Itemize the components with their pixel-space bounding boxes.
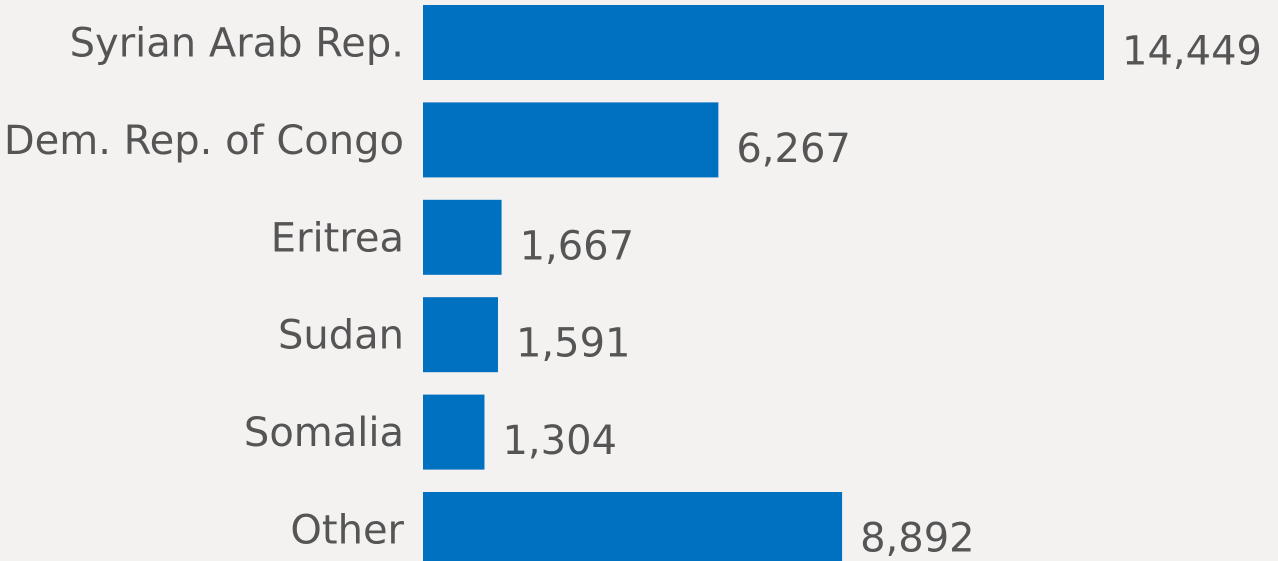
value-label-other: 8,892 bbox=[860, 516, 975, 561]
bar-sudan bbox=[423, 297, 498, 373]
value-label-eritrea: 1,667 bbox=[520, 223, 635, 269]
bar-eritrea bbox=[423, 199, 502, 275]
value-label-dem-rep-of-congo: 6,267 bbox=[736, 126, 851, 172]
category-label-dem-rep-of-congo: Dem. Rep. of Congo bbox=[4, 118, 404, 164]
value-label-somalia: 1,304 bbox=[502, 418, 617, 464]
value-label-sudan: 1,591 bbox=[516, 321, 631, 367]
bar-somalia bbox=[423, 394, 485, 470]
value-labels-group: 14,449 6,267 1,667 1,591 1,304 8,892 bbox=[502, 29, 1262, 561]
category-label-sudan: Sudan bbox=[278, 313, 404, 359]
bar-other bbox=[423, 492, 843, 561]
category-label-other: Other bbox=[290, 508, 404, 554]
category-label-eritrea: Eritrea bbox=[271, 215, 404, 261]
bar-dem-rep-of-congo bbox=[423, 102, 719, 178]
category-label-syrian-arab-rep: Syrian Arab Rep. bbox=[70, 21, 404, 67]
bar-syrian-arab-rep bbox=[423, 5, 1104, 80]
value-label-syrian-arab-rep: 14,449 bbox=[1122, 29, 1262, 75]
bars-group bbox=[423, 5, 1104, 561]
category-label-somalia: Somalia bbox=[244, 410, 404, 456]
category-labels-group: Syrian Arab Rep. Dem. Rep. of Congo Eritre… bbox=[4, 21, 405, 554]
